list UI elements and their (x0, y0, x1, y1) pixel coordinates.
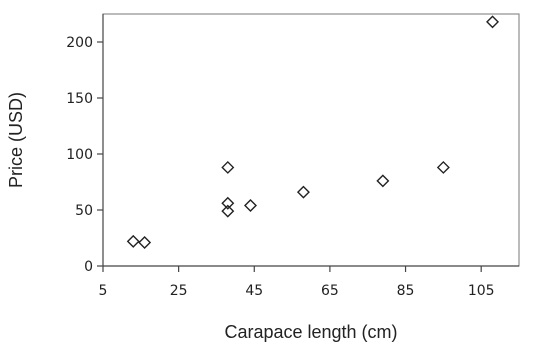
x-tick-label: 105 (468, 283, 495, 299)
data-point (138, 235, 152, 249)
data-point (486, 15, 500, 29)
y-tick-label: 50 (75, 203, 93, 219)
data-point (126, 234, 140, 248)
data-point (296, 185, 310, 199)
data-point (221, 160, 235, 174)
x-tick-label: 65 (321, 283, 339, 299)
y-tick-label: 0 (84, 259, 93, 275)
y-axis-ticks: 0 50 100 150 200 (66, 35, 103, 275)
x-tick-label: 85 (397, 283, 415, 299)
x-axis-ticks: 5 25 45 65 85 105 (99, 266, 495, 299)
data-point (376, 174, 390, 188)
plot-frame (102, 13, 520, 267)
data-point (436, 160, 450, 174)
y-tick-label: 100 (66, 147, 93, 163)
data-point (221, 196, 235, 210)
y-tick-label: 200 (66, 35, 93, 51)
y-tick-label: 150 (66, 91, 93, 107)
data-point (221, 204, 235, 218)
y-axis-label: Price (USD) (6, 92, 26, 188)
x-tick-label: 5 (99, 283, 108, 299)
x-axis-label: Carapace length (cm) (224, 322, 397, 342)
data-point (244, 199, 257, 213)
x-tick-label: 45 (245, 283, 263, 299)
x-tick-label: 25 (170, 283, 188, 299)
data-points (126, 15, 500, 249)
